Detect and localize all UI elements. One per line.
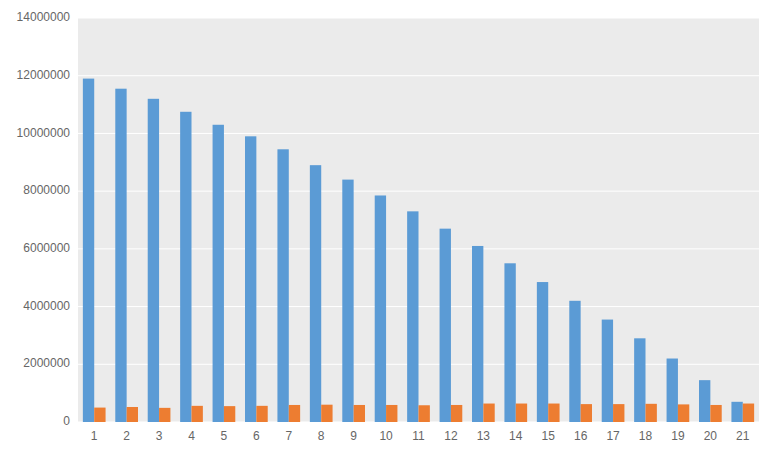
page: {"chart_data": {"type": "bar", "categori… <box>0 0 775 458</box>
bar <box>516 404 527 422</box>
bar <box>375 195 386 422</box>
bar <box>699 380 710 422</box>
bar <box>159 408 170 422</box>
x-tick-label: 5 <box>221 429 228 443</box>
bar <box>569 301 580 422</box>
bar <box>245 136 256 422</box>
x-axis: 123456789101112131415161718192021 <box>91 429 750 443</box>
bar <box>472 246 483 422</box>
bar <box>213 125 224 422</box>
chart-container: 0200000040000006000000800000010000000120… <box>0 0 775 458</box>
x-tick-label: 18 <box>639 429 653 443</box>
grid-line <box>78 75 759 76</box>
bar <box>548 404 559 422</box>
grid <box>78 18 759 422</box>
chart: 0200000040000006000000800000010000000120… <box>0 0 775 458</box>
bar <box>504 263 515 422</box>
bar <box>386 405 397 422</box>
y-tick-label: 0 <box>63 414 70 428</box>
x-tick-label: 7 <box>285 429 292 443</box>
x-tick-label: 21 <box>736 429 750 443</box>
x-tick-label: 4 <box>188 429 195 443</box>
bar <box>581 404 592 422</box>
x-tick-label: 16 <box>574 429 588 443</box>
x-tick-label: 10 <box>379 429 393 443</box>
bar <box>321 405 332 422</box>
x-tick-label: 11 <box>412 429 425 443</box>
y-tick-label: 14000000 <box>17 10 71 24</box>
bar <box>94 408 105 422</box>
y-axis: 0 2000000 4000000 6000000 8000000 10000000 120… <box>17 10 71 428</box>
bar <box>180 112 191 422</box>
bar <box>440 229 451 422</box>
plot-background <box>78 18 759 422</box>
bar <box>667 359 678 422</box>
bar <box>537 282 548 422</box>
bar <box>483 404 494 422</box>
x-tick-label: 6 <box>253 429 260 443</box>
bar <box>224 406 235 422</box>
x-tick-label: 13 <box>477 429 491 443</box>
x-tick-label: 8 <box>318 429 325 443</box>
bar <box>451 405 462 422</box>
bar <box>407 211 418 422</box>
series <box>83 79 743 422</box>
bar <box>354 405 365 422</box>
x-tick-label: 19 <box>671 429 685 443</box>
y-tick-label: 6000000 <box>23 241 70 255</box>
bar <box>83 79 94 422</box>
grid-line <box>78 18 759 19</box>
bar <box>419 405 430 422</box>
bar <box>289 405 300 422</box>
y-tick-label: 10000000 <box>17 126 71 140</box>
x-tick-label: 17 <box>606 429 620 443</box>
bar <box>148 99 159 422</box>
bar <box>602 320 613 422</box>
x-tick-label: 1 <box>91 429 98 443</box>
y-tick-label: 4000000 <box>23 299 70 313</box>
bar <box>613 404 624 422</box>
bar <box>342 180 353 422</box>
y-tick-label: 2000000 <box>23 356 70 370</box>
x-tick-label: 9 <box>350 429 357 443</box>
x-tick-label: 20 <box>704 429 718 443</box>
x-tick-label: 3 <box>156 429 163 443</box>
bar <box>310 165 321 422</box>
bar <box>115 89 126 422</box>
bar <box>646 404 657 422</box>
bar <box>256 406 267 422</box>
y-tick-label: 12000000 <box>17 68 71 82</box>
y-tick-label: 8000000 <box>23 183 70 197</box>
bar <box>731 402 742 422</box>
bar <box>678 404 689 422</box>
x-tick-label: 12 <box>444 429 458 443</box>
x-tick-label: 14 <box>509 429 523 443</box>
x-tick-label: 2 <box>123 429 130 443</box>
bar <box>743 404 754 422</box>
x-tick-label: 15 <box>542 429 556 443</box>
series <box>94 404 754 422</box>
bars <box>83 79 754 422</box>
bar <box>277 149 288 422</box>
bar <box>127 407 138 422</box>
bar <box>710 405 721 422</box>
bar <box>634 338 645 422</box>
bar <box>192 406 203 422</box>
